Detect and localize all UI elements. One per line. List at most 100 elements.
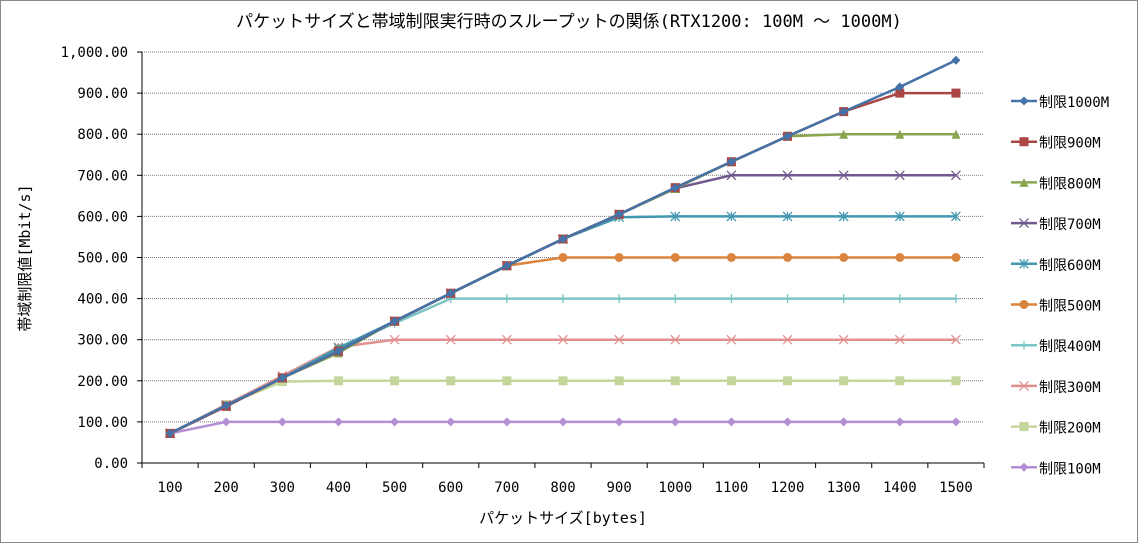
data-point bbox=[502, 417, 512, 427]
data-point bbox=[502, 261, 512, 271]
data-point bbox=[895, 88, 905, 98]
data-point bbox=[446, 417, 456, 427]
y-tick-label: 100.00 bbox=[77, 415, 128, 431]
data-point bbox=[670, 334, 681, 345]
data-point bbox=[726, 376, 736, 386]
chart-title: パケットサイズと帯域制限実行時のスループットの関係(RTX1200: 100M … bbox=[236, 12, 902, 32]
data-point bbox=[950, 211, 961, 222]
data-point bbox=[558, 376, 568, 386]
data-point bbox=[950, 334, 961, 345]
x-tick-label: 400 bbox=[326, 480, 351, 496]
legend-marker bbox=[1019, 96, 1029, 106]
data-point bbox=[783, 253, 793, 262]
x-tick-label: 800 bbox=[550, 480, 575, 496]
data-point bbox=[614, 253, 624, 262]
series-制限200M bbox=[165, 376, 961, 438]
legend-item: 制限1000M bbox=[1011, 95, 1109, 111]
data-point bbox=[783, 376, 793, 386]
data-point bbox=[895, 417, 905, 427]
data-point bbox=[951, 88, 961, 98]
data-point bbox=[446, 288, 456, 298]
data-point bbox=[390, 417, 400, 427]
data-point bbox=[838, 334, 849, 345]
y-tick-label: 800.00 bbox=[77, 127, 128, 143]
data-point bbox=[726, 211, 737, 222]
data-point bbox=[277, 373, 287, 383]
data-point bbox=[726, 170, 737, 181]
data-point bbox=[894, 170, 905, 181]
data-point bbox=[782, 334, 793, 345]
legend-label: 制限400M bbox=[1039, 339, 1101, 355]
data-point bbox=[670, 183, 680, 193]
data-point bbox=[333, 376, 343, 386]
x-tick-label: 100 bbox=[157, 480, 182, 496]
series-制限400M bbox=[165, 294, 961, 438]
legend-label: 制限800M bbox=[1039, 176, 1101, 192]
data-point bbox=[501, 334, 512, 345]
legend-item: 制限100M bbox=[1011, 461, 1101, 477]
series-制限1000M bbox=[165, 55, 961, 438]
y-tick-label: 300.00 bbox=[77, 333, 128, 349]
data-point bbox=[614, 294, 624, 304]
series-line bbox=[169, 256, 956, 435]
legend-marker bbox=[1019, 218, 1029, 229]
y-tick-label: 0.00 bbox=[94, 456, 128, 472]
data-point bbox=[895, 129, 905, 139]
legend-item: 制限400M bbox=[1011, 339, 1101, 355]
y-axis-label: 帯域制限値[Mbit/s] bbox=[16, 184, 34, 331]
data-point bbox=[558, 294, 568, 304]
data-point bbox=[670, 211, 681, 222]
data-point bbox=[670, 417, 680, 427]
x-tick-label: 900 bbox=[606, 480, 631, 496]
data-point bbox=[558, 417, 568, 427]
data-point bbox=[839, 253, 849, 262]
y-tick-label: 200.00 bbox=[77, 374, 128, 390]
series-line bbox=[169, 132, 956, 435]
x-tick-label: 1000 bbox=[658, 480, 692, 496]
data-point bbox=[839, 107, 849, 117]
data-point bbox=[950, 170, 961, 181]
data-point bbox=[558, 253, 568, 262]
series-line bbox=[169, 174, 956, 435]
data-point bbox=[783, 131, 793, 141]
series-line bbox=[169, 215, 956, 435]
legend-marker bbox=[1019, 380, 1029, 391]
legend-marker bbox=[1019, 340, 1029, 350]
data-point bbox=[558, 334, 568, 345]
data-point bbox=[333, 346, 343, 356]
data-point bbox=[333, 417, 343, 427]
series-line bbox=[169, 297, 956, 435]
series-制限100M bbox=[165, 417, 961, 438]
x-tick-label: 1300 bbox=[827, 480, 861, 496]
legend-item: 制限500M bbox=[1011, 299, 1101, 315]
data-point bbox=[165, 428, 175, 438]
data-point bbox=[502, 376, 512, 386]
legend-label: 制限900M bbox=[1039, 136, 1101, 152]
data-point bbox=[726, 334, 737, 345]
data-point bbox=[894, 334, 905, 345]
data-point bbox=[782, 170, 793, 181]
data-point bbox=[783, 417, 793, 427]
data-point bbox=[894, 211, 905, 222]
data-point bbox=[839, 129, 849, 139]
data-point bbox=[726, 294, 736, 304]
data-point bbox=[614, 376, 624, 386]
data-point bbox=[951, 417, 961, 427]
legend-label: 制限300M bbox=[1039, 380, 1101, 396]
data-point bbox=[895, 376, 905, 386]
data-point bbox=[558, 234, 568, 244]
data-point bbox=[895, 253, 905, 262]
data-point bbox=[502, 294, 512, 304]
data-point bbox=[895, 82, 905, 92]
data-point bbox=[670, 294, 680, 304]
data-point bbox=[277, 417, 287, 427]
data-point bbox=[839, 417, 849, 427]
y-tick-label: 900.00 bbox=[77, 86, 128, 102]
data-point bbox=[838, 170, 849, 181]
legend-label: 制限1000M bbox=[1039, 95, 1109, 111]
data-point bbox=[895, 294, 905, 304]
data-point bbox=[221, 417, 231, 427]
data-point bbox=[670, 253, 680, 262]
data-point bbox=[726, 417, 736, 427]
